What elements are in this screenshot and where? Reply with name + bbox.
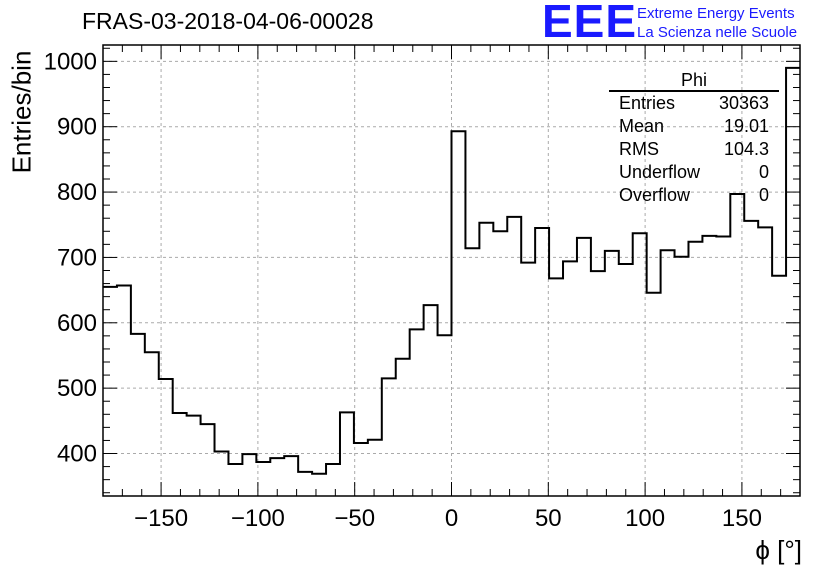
y-tick-label: 800 — [57, 179, 97, 206]
histogram-outline — [103, 66, 800, 475]
y-axis-label: Entries/bin — [6, 50, 37, 174]
histogram-layer — [103, 66, 800, 475]
stats-row-overflow: Overflow 0 — [609, 184, 779, 207]
logo-line-1: Extreme Energy Events — [637, 5, 795, 22]
x-tick-label: −150 — [134, 505, 188, 532]
x-tick-label: −50 — [334, 505, 375, 532]
stats-value: 0 — [758, 162, 769, 182]
tick-label-layer: −150 −100 −50 0 50 100 150 400 500 600 700 800 900 10… — [44, 48, 762, 532]
chart-title: FRAS-03-2018-04-06-00028 — [82, 8, 374, 34]
x-tick-label: 100 — [625, 505, 665, 532]
x-tick-label: 50 — [535, 505, 562, 532]
stats-row-mean: Mean 19.01 — [609, 115, 779, 138]
stats-key: RMS — [619, 139, 659, 159]
y-tick-label: 400 — [57, 441, 97, 468]
tick-layer — [102, 45, 801, 496]
stats-value: 104.3 — [723, 139, 769, 159]
stats-row-rms: RMS 104.3 — [609, 138, 779, 161]
x-tick-label: −100 — [231, 505, 285, 532]
stats-key: Underflow — [619, 162, 701, 182]
x-tick-label: 0 — [445, 505, 458, 532]
stats-title: Phi — [609, 70, 779, 92]
x-tick-label: 150 — [722, 505, 762, 532]
stats-key: Mean — [619, 116, 665, 136]
logo-line-2: La Scienza nelle Scuole — [637, 24, 798, 41]
y-tick-label: 1000 — [44, 48, 97, 75]
stats-box: Phi Entries 30363 Mean 19.01 RMS 104.3 U… — [609, 70, 779, 207]
stats-key: Overflow — [619, 185, 691, 205]
stats-key: Entries — [619, 93, 676, 113]
stats-value: 30363 — [718, 93, 769, 113]
y-tick-label: 700 — [57, 244, 97, 271]
y-tick-label: 900 — [57, 114, 97, 141]
stats-row-underflow: Underflow 0 — [609, 161, 779, 184]
logo-letters: EEE — [542, 0, 638, 47]
stats-value: 0 — [758, 185, 769, 205]
x-axis-label: ϕ [°] — [755, 535, 802, 565]
y-tick-label: 500 — [57, 375, 97, 402]
stats-row-entries: Entries 30363 — [609, 92, 779, 115]
stats-value: 19.01 — [723, 116, 769, 136]
y-tick-label: 600 — [57, 310, 97, 337]
